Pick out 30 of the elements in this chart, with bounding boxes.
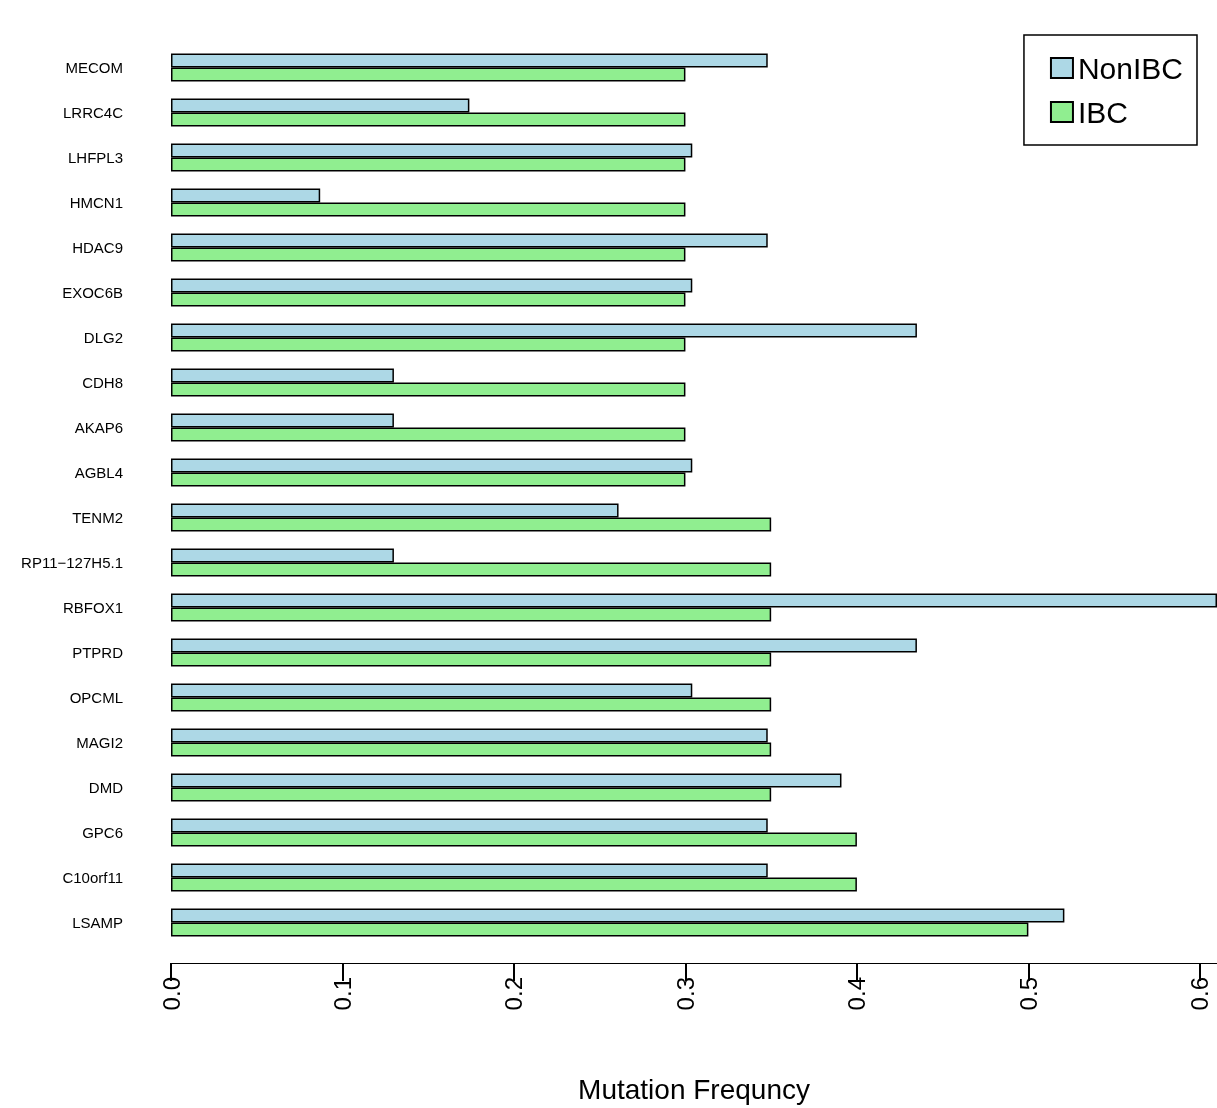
y-tick-label: LSAMP <box>72 914 123 931</box>
y-tick-label: HDAC9 <box>72 239 123 256</box>
x-tick-label: 0.1 <box>328 977 356 1011</box>
x-axis-title: Mutation Frequncy <box>578 1073 810 1105</box>
y-tick-label: DLG2 <box>83 329 123 346</box>
y-tick-label: AKAP6 <box>74 419 123 436</box>
y-tick-label: LRRC4C <box>62 104 124 121</box>
legend-label: NonIBC <box>1077 51 1183 85</box>
x-tick-label: 0.3 <box>671 977 699 1011</box>
x-tick-label: 0.4 <box>843 977 871 1011</box>
y-tick-label: TENM2 <box>72 509 123 526</box>
x-tick-label: 0.5 <box>1014 977 1042 1011</box>
y-tick-label: OPCML <box>69 689 123 706</box>
y-tick-label: GPC6 <box>82 824 123 841</box>
x-tick-label: 0.6 <box>1186 977 1214 1011</box>
y-tick-label: PTPRD <box>72 644 124 661</box>
legend-label: IBC <box>1077 95 1128 129</box>
y-tick-label: MECOM <box>65 59 123 76</box>
y-tick-label: RP11−127H5.1 <box>21 554 123 571</box>
y-tick-label: RBFOX1 <box>62 599 123 616</box>
x-tick-label: 0.2 <box>500 977 528 1011</box>
y-tick-label: HMCN1 <box>69 194 123 211</box>
x-tick-label: 0.0 <box>157 977 185 1011</box>
y-tick-label: LHFPL3 <box>67 149 123 166</box>
y-tick-label: CDH8 <box>82 374 123 391</box>
y-tick-label: MAGI2 <box>76 734 123 751</box>
y-tick-label: AGBL4 <box>74 464 123 481</box>
y-tick-label: DMD <box>88 779 124 796</box>
y-tick-label: EXOC6B <box>62 284 123 301</box>
y-tick-label: C10orf11 <box>62 869 123 886</box>
